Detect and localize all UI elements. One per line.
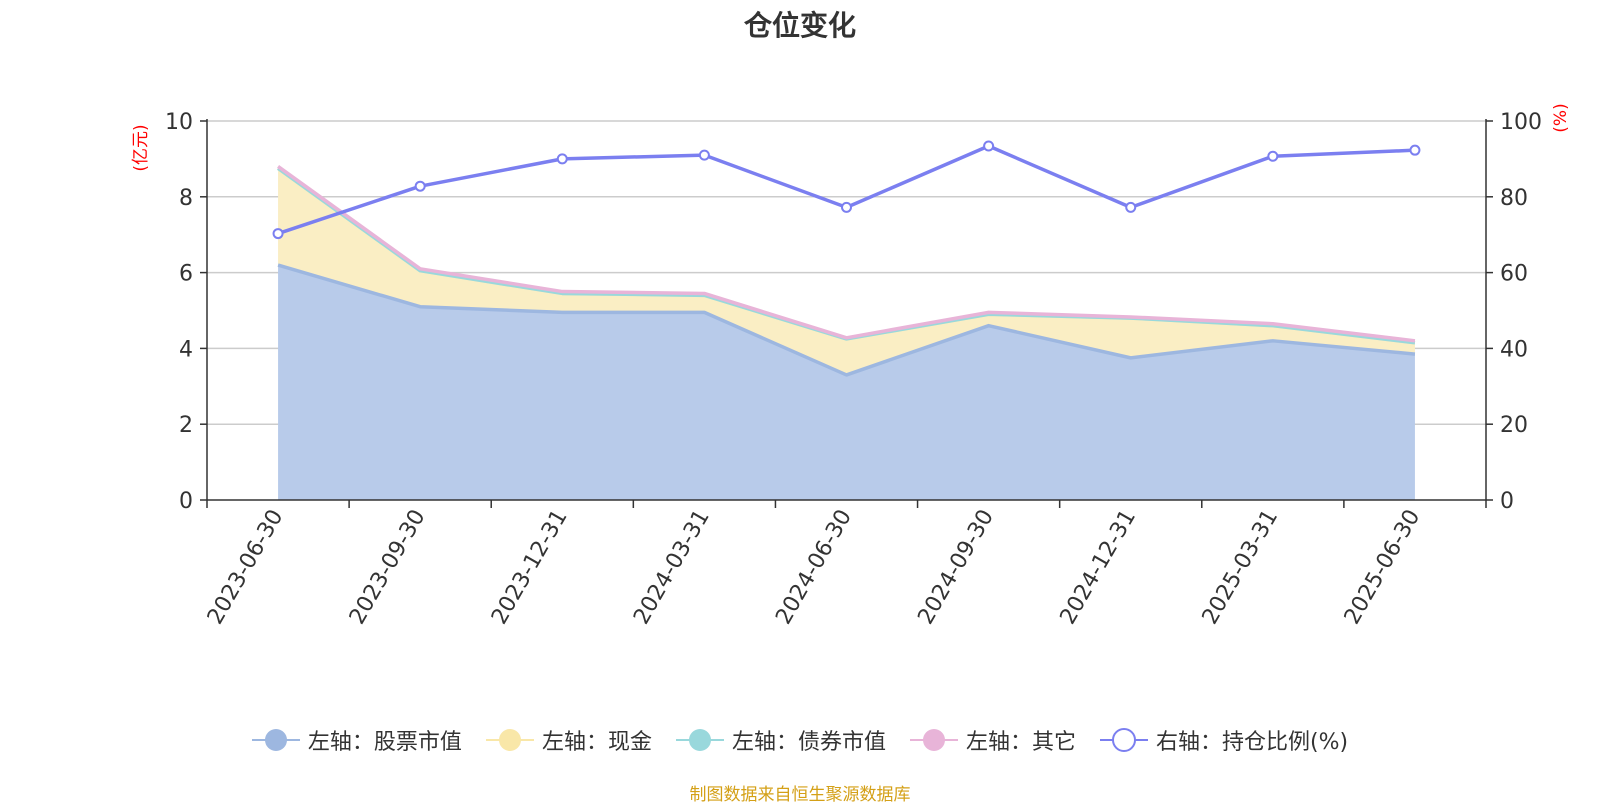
ratio-point bbox=[841, 201, 852, 213]
legend-marker-icon bbox=[1099, 728, 1148, 752]
legend-item[interactable]: 右轴：持仓比例(%) bbox=[1099, 724, 1349, 756]
legend-item[interactable]: 左轴：股票市值 bbox=[251, 724, 462, 756]
ratio-point bbox=[1125, 201, 1137, 213]
ratio-point bbox=[414, 180, 426, 192]
legend-label: 右轴：持仓比例(%) bbox=[1155, 730, 1349, 755]
ratio-point bbox=[1409, 144, 1421, 156]
right-axis-tick-label: 80 bbox=[1500, 186, 1528, 211]
x-axis-tick-label: 2023-09-30 bbox=[345, 505, 431, 628]
right-axis-tick-label: 0 bbox=[1500, 489, 1514, 514]
right-axis-tick-label: 60 bbox=[1500, 262, 1528, 287]
left-axis-tick-label: 8 bbox=[179, 186, 193, 211]
x-axis-tick-label: 2023-12-31 bbox=[487, 506, 573, 629]
left-axis-tick-label: 6 bbox=[179, 262, 193, 287]
legend-item[interactable]: 左轴：其它 bbox=[909, 724, 1076, 756]
area-fill bbox=[278, 265, 1415, 500]
x-axis-tick-label: 2025-03-31 bbox=[1198, 506, 1284, 629]
right-axis-tick-label: 20 bbox=[1500, 413, 1528, 438]
ratio-point bbox=[983, 140, 995, 152]
left-axis-tick-label: 0 bbox=[179, 489, 193, 514]
ratio-point bbox=[272, 228, 284, 240]
left-axis-tick-label: 4 bbox=[179, 337, 193, 362]
area-edge-line bbox=[277, 263, 1416, 377]
left-axis-tick-label: 2 bbox=[179, 413, 193, 438]
x-axis-tick-label: 2024-06-30 bbox=[771, 506, 857, 629]
area-fill bbox=[278, 168, 1415, 375]
legend-item[interactable]: 左轴：债券市值 bbox=[675, 724, 886, 756]
legend: 左轴：股票市值 左轴：现金 左轴：债券市值 左轴：其它 右轴：持仓比例(%) bbox=[0, 722, 1600, 758]
area-series bbox=[277, 165, 1416, 500]
legend-label: 左轴：债券市值 bbox=[731, 730, 886, 755]
legend-label: 左轴：股票市值 bbox=[307, 730, 462, 755]
data-source-note: 制图数据来自恒生聚源数据库 bbox=[689, 785, 911, 805]
ratio-point bbox=[1267, 150, 1279, 162]
ratio-line-series bbox=[272, 140, 1421, 240]
ratio-line bbox=[277, 144, 1416, 236]
right-axis-unit-label: (%) bbox=[1551, 103, 1571, 132]
legend-marker-icon bbox=[909, 729, 958, 751]
chart-title: 仓位变化 bbox=[743, 9, 856, 42]
legend-item[interactable]: 左轴：现金 bbox=[485, 724, 652, 756]
left-axis-tick-label: 10 bbox=[165, 110, 193, 135]
x-axis-tick-label: 2024-03-31 bbox=[629, 506, 715, 629]
legend-label: 左轴：其它 bbox=[965, 730, 1076, 755]
ratio-point bbox=[556, 153, 568, 165]
legend-marker-icon bbox=[675, 729, 724, 751]
ratio-point bbox=[698, 149, 710, 161]
legend-marker-icon bbox=[251, 729, 300, 751]
legend-label: 左轴：现金 bbox=[541, 730, 652, 755]
right-axis-tick-label: 40 bbox=[1500, 337, 1528, 362]
x-axis-tick-label: 2025-06-30 bbox=[1340, 506, 1426, 629]
left-axis-unit-label: (亿元) bbox=[131, 124, 151, 171]
x-axis-tick-label: 2023-06-30 bbox=[203, 506, 289, 629]
x-axis-tick-label: 2024-12-31 bbox=[1056, 506, 1142, 629]
area-edge-line bbox=[277, 165, 1416, 343]
x-axis-tick-label: 2024-09-30 bbox=[913, 506, 999, 629]
right-axis-tick-label: 100 bbox=[1500, 110, 1542, 135]
legend-marker-icon bbox=[485, 729, 534, 751]
